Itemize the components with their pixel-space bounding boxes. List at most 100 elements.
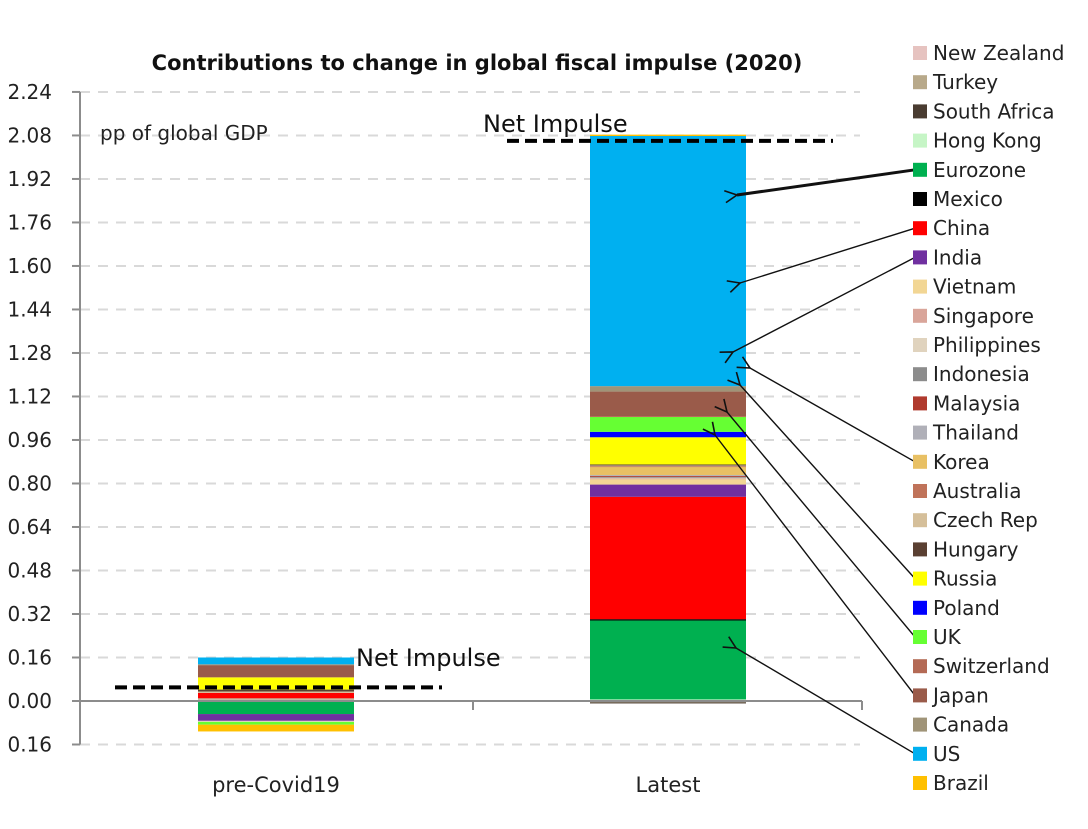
legend-swatch bbox=[913, 630, 927, 644]
legend-label: Turkey bbox=[932, 70, 998, 94]
legend-item: Brazil bbox=[913, 771, 989, 795]
y-tick-label: 0.00 bbox=[7, 689, 52, 713]
legend-item: Czech Rep bbox=[913, 508, 1038, 532]
legend-item: Russia bbox=[913, 567, 997, 591]
legend-label: Mexico bbox=[933, 187, 1003, 211]
y-tick-label: 1.60 bbox=[7, 254, 52, 278]
arrow-eurozone bbox=[737, 168, 916, 195]
legend-swatch bbox=[913, 308, 927, 323]
net-impulse-label: Net Impulse bbox=[483, 110, 628, 138]
y-tick-label: 0.64 bbox=[7, 515, 52, 539]
bar-segment-philippines bbox=[590, 477, 746, 479]
legend-label: Philippines bbox=[933, 333, 1041, 357]
legend-swatch bbox=[913, 396, 927, 411]
legend-swatch bbox=[913, 338, 927, 352]
bar-segment-malaysia bbox=[590, 475, 746, 477]
legend-item: Japan bbox=[913, 683, 989, 707]
bar-segment-india bbox=[590, 484, 746, 497]
bar-segment-south-africa bbox=[590, 702, 746, 704]
legend-item: Philippines bbox=[913, 333, 1041, 357]
legend-item: China bbox=[913, 216, 990, 240]
legend-item: Australia bbox=[913, 479, 1021, 503]
bar-segment-brazil bbox=[198, 724, 354, 732]
bar-segment-brazil bbox=[590, 134, 746, 136]
legend-label: Korea bbox=[933, 450, 990, 474]
legend-swatch bbox=[913, 279, 927, 294]
bar-segment-australia bbox=[590, 466, 746, 468]
legend-label: Hungary bbox=[933, 537, 1019, 561]
y-tick-label: 0.16 bbox=[7, 645, 52, 669]
bar-segment-poland bbox=[590, 431, 746, 438]
legend-swatch bbox=[913, 454, 927, 469]
legend-swatch bbox=[913, 133, 927, 148]
y-tick-label: 0.96 bbox=[7, 428, 52, 452]
legend-item: Switzerland bbox=[913, 654, 1050, 678]
legend-item: Mexico bbox=[913, 187, 1003, 211]
y-tick-label: 0.48 bbox=[7, 558, 52, 582]
y-tick-label: 0.32 bbox=[7, 602, 52, 626]
y-tick-label: 1.12 bbox=[7, 384, 52, 408]
bar-segment-indonesia bbox=[590, 476, 746, 478]
bar-segment-china bbox=[590, 496, 746, 620]
legend-swatch bbox=[913, 659, 927, 674]
bar-segment-czech-rep bbox=[198, 691, 354, 693]
legend-item: Turkey bbox=[913, 70, 998, 94]
legend-label: Poland bbox=[933, 596, 1000, 620]
arrow-india bbox=[733, 256, 916, 352]
legend-swatch bbox=[913, 192, 927, 206]
legend-label: Switzerland bbox=[933, 654, 1050, 678]
x-category-label: pre-Covid19 bbox=[212, 773, 340, 797]
legend-item: Vietnam bbox=[913, 275, 1016, 299]
y-tick-label: 2.24 bbox=[7, 80, 52, 104]
bar-segment-philippines bbox=[198, 720, 354, 722]
bar-segment-czech-rep bbox=[590, 465, 746, 467]
legend-swatch bbox=[913, 221, 927, 236]
legend-swatch bbox=[913, 250, 927, 265]
arrow-japan bbox=[715, 435, 916, 696]
legend-label: Malaysia bbox=[933, 391, 1020, 415]
bar-segment-korea bbox=[590, 466, 746, 476]
legend-item: US bbox=[913, 742, 960, 766]
legend-label: Canada bbox=[933, 713, 1009, 737]
bar-segment-hong-kong bbox=[590, 699, 746, 701]
arrow-china bbox=[740, 227, 916, 283]
legend-label: China bbox=[933, 216, 990, 240]
bar-segment-hungary bbox=[590, 464, 746, 466]
legend-label: US bbox=[933, 742, 960, 766]
legend-label: Czech Rep bbox=[933, 508, 1038, 532]
legend-label: India bbox=[933, 245, 982, 269]
bar-segment-japan bbox=[590, 391, 746, 417]
legend-label: Russia bbox=[933, 567, 997, 591]
bar-segment-eurozone bbox=[198, 701, 354, 715]
bar-segment-singapore bbox=[590, 478, 746, 480]
legend-label: Australia bbox=[933, 479, 1021, 503]
y-axis-unit-label: pp of global GDP bbox=[100, 121, 268, 145]
net-impulse-lines: Net Impulse Net Impulse bbox=[115, 110, 833, 690]
bar-segment-thailand bbox=[590, 475, 746, 477]
bars bbox=[198, 134, 746, 732]
legend-swatch bbox=[913, 542, 927, 557]
legend-swatch bbox=[913, 776, 927, 790]
bar-segment-turkey bbox=[198, 698, 354, 700]
legend-swatch bbox=[913, 425, 927, 440]
legend-swatch bbox=[913, 104, 927, 119]
legend-item: Hong Kong bbox=[913, 129, 1042, 153]
y-tick-label: 1.76 bbox=[7, 210, 52, 234]
legend-item: Thailand bbox=[913, 421, 1019, 445]
legend: New Zealand Turkey South Africa Hong Kong Eu… bbox=[913, 41, 1064, 795]
legend-item: Eurozone bbox=[913, 158, 1026, 182]
legend-label: New Zealand bbox=[933, 41, 1064, 65]
legend-swatch bbox=[913, 571, 927, 586]
legend-item: Malaysia bbox=[913, 391, 1020, 415]
legend-label: Hong Kong bbox=[933, 129, 1042, 153]
legend-item: UK bbox=[913, 625, 962, 649]
legend-swatch bbox=[913, 688, 927, 703]
legend-item: Korea bbox=[913, 450, 990, 474]
legend-item: Hungary bbox=[913, 537, 1019, 561]
legend-swatch bbox=[913, 75, 927, 90]
bar-segment-japan bbox=[198, 665, 354, 678]
y-tick-label: 0.16 bbox=[7, 733, 52, 757]
y-tick-label: 0.80 bbox=[7, 471, 52, 495]
bar-segment-us bbox=[590, 135, 746, 387]
